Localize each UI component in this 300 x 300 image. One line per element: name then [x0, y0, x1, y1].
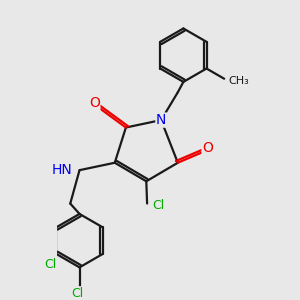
Text: O: O	[89, 96, 100, 110]
Text: Cl: Cl	[71, 287, 84, 300]
Text: CH₃: CH₃	[229, 76, 249, 85]
Text: Cl: Cl	[44, 258, 56, 271]
Text: N: N	[156, 113, 166, 127]
Text: HN: HN	[52, 163, 73, 177]
Text: Cl: Cl	[153, 199, 165, 212]
Text: O: O	[202, 141, 213, 155]
